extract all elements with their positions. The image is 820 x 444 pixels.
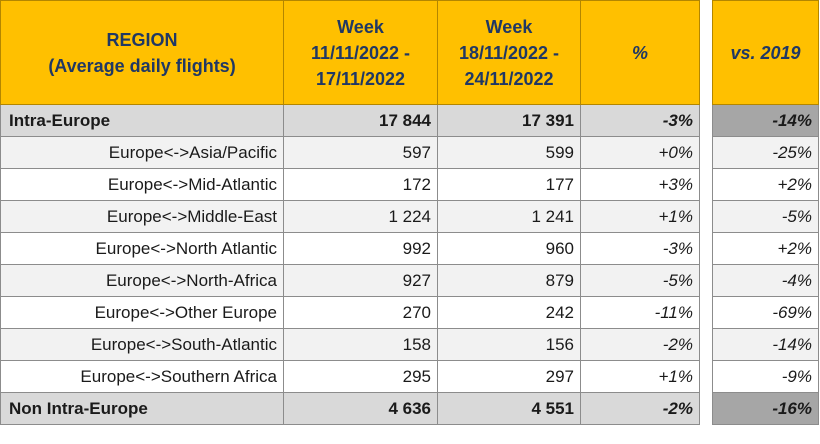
total-row: Intra-Europe 17 844 17 391 -3% bbox=[0, 104, 700, 137]
pct-change-value: -5% bbox=[580, 264, 700, 297]
week1-value: 270 bbox=[283, 296, 438, 329]
week1-header-line3: 17/11/2022 bbox=[315, 68, 406, 89]
vs2019-value: +2% bbox=[712, 168, 819, 201]
vs2019-value: -16% bbox=[712, 392, 819, 425]
week2-value: 17 391 bbox=[437, 104, 581, 137]
region-header: REGION (Average daily flights) bbox=[0, 0, 284, 105]
region-header-line2: (Average daily flights) bbox=[48, 55, 236, 76]
week1-header: Week 11/11/2022 - 17/11/2022 bbox=[283, 0, 438, 105]
pct-change-value: -11% bbox=[580, 296, 700, 329]
vs2019-row: -9% bbox=[712, 360, 819, 393]
pct-change-value: +3% bbox=[580, 168, 700, 201]
vs2019-value: -14% bbox=[712, 104, 819, 137]
table-row: Europe<->North Atlantic 992 960 -3% bbox=[0, 232, 700, 265]
week2-header: Week 18/11/2022 - 24/11/2022 bbox=[437, 0, 581, 105]
region-cell: Europe<->South-Atlantic bbox=[0, 328, 284, 361]
vs2019-total-row: -14% bbox=[712, 104, 819, 137]
week2-value: 177 bbox=[437, 168, 581, 201]
week2-value: 960 bbox=[437, 232, 581, 265]
pct-change-value: -2% bbox=[580, 392, 700, 425]
header-row: REGION (Average daily flights) Week 11/1… bbox=[0, 0, 700, 105]
vs-header-row: vs. 2019 bbox=[712, 0, 819, 105]
region-header-line1: REGION bbox=[106, 29, 178, 50]
week2-value: 879 bbox=[437, 264, 581, 297]
pct-change-value: +1% bbox=[580, 200, 700, 233]
week1-value: 172 bbox=[283, 168, 438, 201]
pct-change-value: -2% bbox=[580, 328, 700, 361]
table-row: Europe<->South-Atlantic 158 156 -2% bbox=[0, 328, 700, 361]
table-row: Europe<->Southern Africa 295 297 +1% bbox=[0, 360, 700, 393]
pct-header: % bbox=[580, 0, 700, 105]
vs2019-total-row: -16% bbox=[712, 392, 819, 425]
table-row: Europe<->Middle-East 1 224 1 241 +1% bbox=[0, 200, 700, 233]
vs2019-row: +2% bbox=[712, 232, 819, 265]
week2-value: 599 bbox=[437, 136, 581, 169]
week2-value: 156 bbox=[437, 328, 581, 361]
vs2019-value: -25% bbox=[712, 136, 819, 169]
week1-value: 295 bbox=[283, 360, 438, 393]
region-cell: Europe<->Asia/Pacific bbox=[0, 136, 284, 169]
week1-value: 927 bbox=[283, 264, 438, 297]
region-cell: Intra-Europe bbox=[0, 104, 284, 137]
region-cell: Europe<->Middle-East bbox=[0, 200, 284, 233]
region-cell: Europe<->Mid-Atlantic bbox=[0, 168, 284, 201]
week1-value: 17 844 bbox=[283, 104, 438, 137]
table-row: Europe<->Mid-Atlantic 172 177 +3% bbox=[0, 168, 700, 201]
week1-value: 992 bbox=[283, 232, 438, 265]
vs2019-row: -25% bbox=[712, 136, 819, 169]
vs2019-value: -9% bbox=[712, 360, 819, 393]
week1-value: 158 bbox=[283, 328, 438, 361]
week1-header-line2: 11/11/2022 - bbox=[310, 42, 411, 63]
week1-value: 4 636 bbox=[283, 392, 438, 425]
week1-header-line1: Week bbox=[337, 16, 384, 37]
flights-table: REGION (Average daily flights) Week 11/1… bbox=[0, 0, 700, 425]
vs2019-table: vs. 2019 -14% -25% +2% -5% +2% -4% -69% -14% -9%… bbox=[712, 0, 819, 425]
table-row: Europe<->Asia/Pacific 597 599 +0% bbox=[0, 136, 700, 169]
vs2019-value: +2% bbox=[712, 232, 819, 265]
region-cell: Europe<->Southern Africa bbox=[0, 360, 284, 393]
pct-change-value: -3% bbox=[580, 104, 700, 137]
week2-value: 242 bbox=[437, 296, 581, 329]
vs2019-value: -5% bbox=[712, 200, 819, 233]
table-row: Europe<->North-Africa 927 879 -5% bbox=[0, 264, 700, 297]
vs2019-row: -4% bbox=[712, 264, 819, 297]
table-row: Europe<->Other Europe 270 242 -11% bbox=[0, 296, 700, 329]
week2-value: 297 bbox=[437, 360, 581, 393]
pct-change-value: -3% bbox=[580, 232, 700, 265]
week2-header-line2: 18/11/2022 - bbox=[458, 42, 560, 63]
region-cell: Non Intra-Europe bbox=[0, 392, 284, 425]
week2-header-line3: 24/11/2022 bbox=[464, 68, 554, 89]
pct-change-value: +0% bbox=[580, 136, 700, 169]
region-cell: Europe<->North Atlantic bbox=[0, 232, 284, 265]
vs2019-row: -14% bbox=[712, 328, 819, 361]
vs2019-row: -5% bbox=[712, 200, 819, 233]
total-row: Non Intra-Europe 4 636 4 551 -2% bbox=[0, 392, 700, 425]
week1-value: 597 bbox=[283, 136, 438, 169]
week2-header-line1: Week bbox=[485, 16, 533, 37]
region-cell: Europe<->Other Europe bbox=[0, 296, 284, 329]
vs2019-value: -4% bbox=[712, 264, 819, 297]
vs2019-header: vs. 2019 bbox=[712, 0, 819, 105]
vs2019-row: +2% bbox=[712, 168, 819, 201]
vs2019-value: -69% bbox=[712, 296, 819, 329]
week1-value: 1 224 bbox=[283, 200, 438, 233]
pct-change-value: +1% bbox=[580, 360, 700, 393]
vs2019-value: -14% bbox=[712, 328, 819, 361]
region-cell: Europe<->North-Africa bbox=[0, 264, 284, 297]
vs2019-row: -69% bbox=[712, 296, 819, 329]
week2-value: 4 551 bbox=[437, 392, 581, 425]
week2-value: 1 241 bbox=[437, 200, 581, 233]
